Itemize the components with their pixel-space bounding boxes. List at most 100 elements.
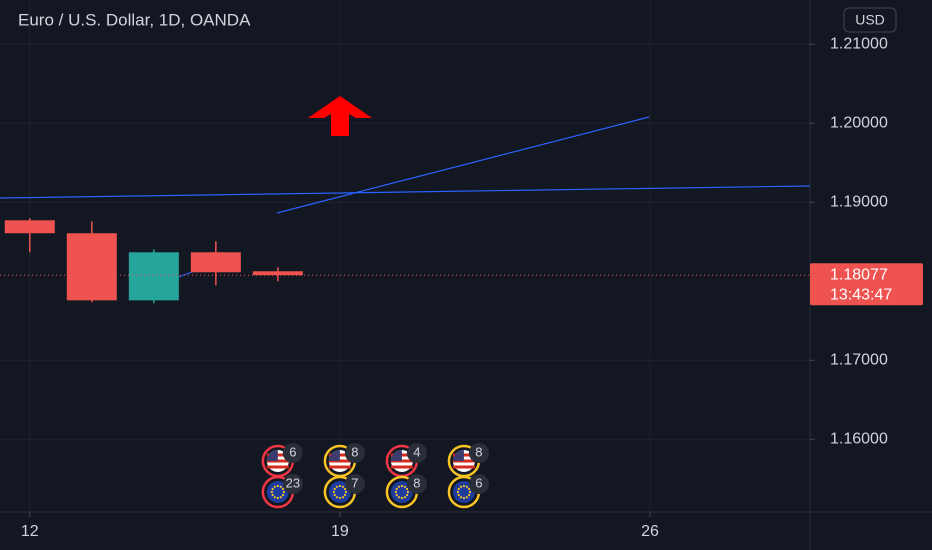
flag-star [282,490,285,494]
flag-canton [328,450,340,461]
candle-body [252,271,303,276]
trend-line [0,185,811,199]
last-price-label: 1.18077 [830,266,888,283]
event-badge [468,443,489,463]
candle-body [66,233,117,301]
chart-title: Euro / U.S. Dollar, 1D, OANDA [18,10,251,29]
eu-event: 23 [261,474,303,509]
eu-event: 6 [447,474,489,509]
flag-stripe [328,465,351,469]
y-tick-label: 1.20000 [830,114,888,131]
flag-star [338,496,341,500]
flag-star [273,496,276,499]
countdown: 13:43:47 [830,286,892,303]
flag-star [462,496,466,500]
event-badge [406,443,427,463]
flag-star [465,485,469,488]
flag-star [281,487,285,491]
arrow-up [308,96,372,136]
candle-body [190,252,241,273]
event-badge [344,474,365,494]
flag-canton [266,450,278,461]
x-tick-label: 12 [21,523,39,540]
eu-event: 8 [385,474,427,509]
y-tick-label: 1.17000 [830,352,888,369]
flag-star [343,493,347,497]
flag-star [406,490,409,494]
flag-star [273,485,276,488]
flag-star [459,485,463,488]
grid [0,0,810,512]
flag-stripe [452,465,475,469]
eu-event: 7 [323,474,365,509]
event-badge [406,474,427,494]
event-count: 6 [475,475,482,490]
event-count: 8 [413,475,420,490]
flag-star [395,493,398,497]
flag-star [332,490,335,494]
event-count: 6 [289,444,296,459]
flag-stripe [266,465,289,469]
event-badge [282,474,303,494]
flag-star [397,496,400,499]
flag-star [271,487,274,491]
flag-star [335,496,338,499]
event-count: 7 [351,475,358,490]
flag-star [276,484,279,488]
x-tick-label: 19 [331,523,349,540]
flag-star [270,490,273,494]
flag-canton [390,450,402,461]
flag-star [343,487,347,491]
currency-button[interactable] [843,7,897,33]
event-badge [468,474,489,494]
flag-star [403,485,406,488]
x-tick-label: 26 [641,523,659,540]
flag-star [400,496,403,500]
flag-canton [452,450,464,461]
flag-star [271,493,274,497]
flag-star [279,496,282,499]
flag-stripe [390,465,413,469]
flag-star [395,487,398,491]
event-count: 8 [475,444,482,459]
y-tick-label: 1.21000 [830,35,888,52]
flag-star [281,493,285,497]
flag-star [405,487,409,491]
y-tick-label: 1.19000 [830,193,888,210]
flag-star [333,493,336,497]
y-tick-label: 1.16000 [830,431,888,448]
us-event: 8 [447,443,489,478]
flag-star [279,485,282,488]
flag-star [394,490,397,494]
event-badge [282,443,303,463]
flag-star [465,496,469,499]
flag-star [468,493,471,497]
flag-star [456,490,460,494]
event-badge [344,443,365,463]
event-count: 8 [351,444,358,459]
flag-star [341,485,344,488]
last-price-box [810,263,923,306]
flag-star [468,487,471,491]
us-event: 6 [261,443,303,478]
flag-star [333,487,336,491]
flag-star [457,493,460,497]
trend-line [276,116,650,214]
flag-star [338,484,341,488]
us-event: 4 [385,443,427,478]
flag-star [344,490,347,494]
flag-star [468,490,472,494]
flag-star [341,496,344,499]
flag-star [397,485,400,488]
candle-body [4,220,55,234]
event-count: 4 [413,444,420,459]
flag-star [400,484,403,488]
currency-label[interactable]: USD [855,12,885,28]
candle-body [128,252,179,301]
flag-star [457,487,460,491]
flag-star [405,493,409,497]
flag-star [459,496,463,499]
us-event: 8 [323,443,365,478]
event-count: 23 [286,475,300,490]
